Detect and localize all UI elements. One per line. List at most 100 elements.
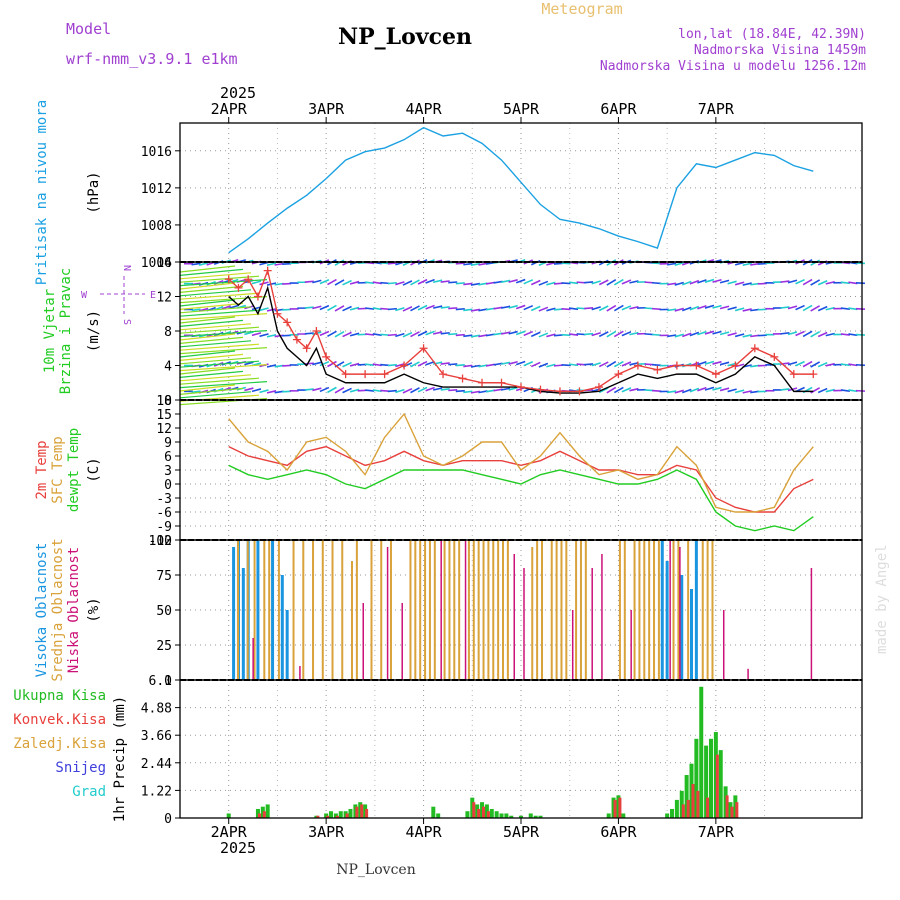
wind-barb	[613, 304, 624, 312]
wind-barb	[546, 333, 556, 338]
wind-barb	[576, 333, 586, 336]
gust-marker	[253, 292, 262, 301]
wind-barb	[327, 278, 337, 286]
ytick-label: 6	[164, 450, 172, 465]
bar	[414, 540, 417, 680]
bar	[389, 540, 392, 680]
day-label-top: 3APR	[308, 100, 345, 118]
wind-barb	[282, 262, 292, 266]
bar	[262, 811, 266, 818]
bar	[725, 795, 729, 818]
wind-barb	[387, 363, 397, 367]
wind-barb	[742, 334, 752, 338]
wind-barb	[546, 363, 556, 368]
bar	[370, 540, 373, 680]
bar	[630, 610, 632, 680]
wind-barb	[553, 364, 564, 367]
bar	[506, 540, 509, 680]
gust-marker	[750, 344, 759, 353]
bar	[679, 547, 681, 680]
wind-barb	[750, 334, 760, 338]
ytick-label: -6	[156, 506, 172, 521]
bar	[690, 589, 693, 680]
wind-barb	[410, 331, 420, 338]
wind-barb	[282, 364, 292, 367]
wind-barb	[319, 279, 330, 285]
wind-barb-early	[179, 316, 236, 324]
wind-barb-early	[179, 391, 252, 399]
wind-barb	[274, 364, 284, 368]
year-label-top: 2025	[220, 84, 256, 102]
bar	[321, 540, 324, 680]
panel-wind: 0 4 8 12 16 10m Vjetar Brzina i Pravac (m/s)	[42, 256, 865, 409]
day-label-bottom: 6APR	[600, 823, 637, 841]
wind-barb	[613, 360, 624, 368]
wind-barb	[508, 386, 518, 391]
wind-barb-early	[179, 350, 236, 358]
bar	[571, 610, 574, 680]
side-label: Brzina i Pravac	[58, 268, 74, 394]
bar	[540, 540, 543, 680]
wind-barb	[704, 360, 715, 365]
wind-barb	[259, 389, 269, 394]
wind-barb	[448, 281, 458, 284]
wind-barb	[568, 281, 579, 285]
wind-barb	[734, 389, 745, 394]
wind-barb	[697, 330, 707, 336]
wind-barb	[674, 261, 684, 266]
bar	[428, 540, 431, 680]
wind-barb	[742, 282, 752, 286]
ytick-label: -3	[156, 492, 172, 507]
wind-barb	[515, 360, 526, 366]
wind-barb	[674, 389, 684, 394]
ytick-label: 0	[164, 674, 172, 689]
panel-precip: 0 1.22 2.44 3.66 4.88 6.1 Ukupna Kisa Konvek.Ki…	[13, 674, 863, 827]
bar	[718, 750, 723, 818]
bar	[482, 540, 485, 680]
wind-barb	[742, 390, 752, 394]
precip-label: Zaledj.Kisa	[13, 736, 106, 752]
wind-barb	[568, 363, 579, 367]
wind-barb	[613, 330, 624, 338]
wind-barb	[334, 305, 345, 312]
wind-barb	[251, 280, 262, 285]
wind-barb	[742, 308, 752, 312]
wind-barb	[848, 363, 858, 367]
wind-barb	[312, 387, 322, 392]
ytick-label: 3.66	[141, 729, 172, 744]
wind-barb-early	[179, 336, 244, 344]
bar	[486, 811, 490, 818]
wind-barb-early	[179, 377, 260, 385]
gust-marker	[439, 370, 448, 379]
credit-label: made by Angel	[874, 544, 890, 654]
bar	[694, 540, 698, 680]
bar	[419, 540, 422, 680]
wind-barb	[304, 306, 314, 309]
bar	[665, 813, 670, 818]
wind-barb	[584, 307, 594, 310]
wind-compass: W E N S	[81, 265, 156, 325]
wind-barb-early	[179, 296, 268, 304]
page-title: NP_Lovcen	[338, 24, 472, 50]
wind-barb	[274, 282, 284, 286]
bar	[355, 806, 359, 818]
wind-barb	[259, 281, 269, 286]
bar	[333, 813, 338, 818]
wind-barb	[417, 304, 428, 311]
wind-barb	[719, 331, 730, 336]
wind-barb	[425, 304, 435, 310]
wind-barb	[629, 362, 639, 366]
wind-barb	[848, 307, 858, 311]
wind-barb	[553, 262, 564, 265]
wind-barb	[266, 390, 277, 394]
gust-marker	[312, 327, 321, 335]
bar	[502, 540, 505, 680]
bar	[538, 815, 543, 818]
wind-barb	[787, 305, 798, 310]
wind-barb	[463, 262, 473, 266]
wind-barb	[523, 279, 534, 285]
wind-barb	[810, 305, 821, 312]
bar	[665, 561, 669, 680]
bar	[329, 811, 334, 818]
wind-barb	[470, 308, 481, 312]
